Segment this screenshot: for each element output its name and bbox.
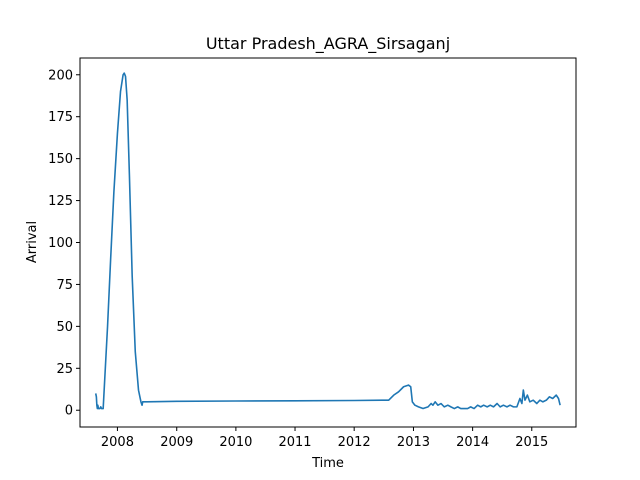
x-axis: 2008 2009 2010 2011 2012 2013 2014 2015 bbox=[101, 427, 548, 450]
x-tick-label: 2012 bbox=[338, 435, 371, 450]
y-tick-label: 0 bbox=[65, 404, 73, 419]
y-tick-label: 25 bbox=[56, 362, 73, 377]
x-tick-label: 2011 bbox=[278, 435, 311, 450]
y-tick-label: 50 bbox=[56, 320, 73, 335]
chart-title: Uttar Pradesh_AGRA_Sirsaganj bbox=[206, 34, 450, 54]
x-axis-label: Time bbox=[311, 456, 344, 471]
plot-area bbox=[79, 57, 577, 428]
y-axis-label: Arrival bbox=[25, 221, 40, 263]
x-tick-label: 2009 bbox=[160, 435, 193, 450]
x-tick-label: 2008 bbox=[101, 435, 134, 450]
y-tick-label: 75 bbox=[56, 278, 73, 293]
series-line bbox=[94, 72, 561, 410]
series-group bbox=[94, 72, 561, 410]
y-tick-label: 125 bbox=[48, 194, 73, 209]
x-tick-label: 2015 bbox=[515, 435, 548, 450]
y-axis: 0 25 50 75 100 125 150 175 200 bbox=[48, 68, 80, 419]
y-tick-label: 100 bbox=[48, 236, 73, 251]
x-tick-label: 2010 bbox=[219, 435, 252, 450]
x-tick-label: 2014 bbox=[456, 435, 489, 450]
y-tick-label: 175 bbox=[48, 110, 73, 125]
x-tick-label: 2013 bbox=[397, 435, 430, 450]
y-tick-label: 150 bbox=[48, 152, 73, 167]
y-tick-label: 200 bbox=[48, 68, 73, 83]
